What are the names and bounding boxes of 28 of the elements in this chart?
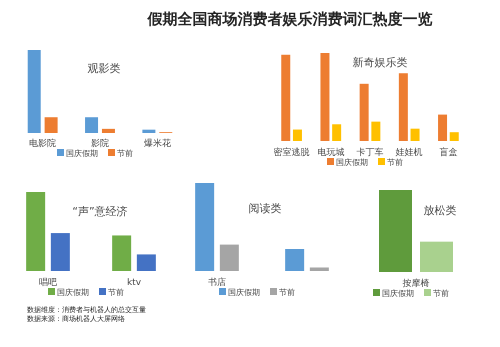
text: 放松类: [424, 204, 456, 217]
text: 假期全国商场消费者娱乐消费词汇热度一览: [146, 10, 432, 28]
legend-label: 国庆假期: [382, 289, 414, 298]
x-tick-label: 电玩城: [317, 147, 344, 158]
text: “声”意经济: [72, 205, 128, 218]
text: 观影类: [88, 62, 120, 75]
x-tick-label: 书店: [208, 277, 226, 288]
chart-title: 新奇娱乐类: [352, 56, 408, 69]
x-tick-label: 唱吧: [39, 277, 57, 288]
x-tick-label: 按摩椅: [402, 278, 430, 289]
x-tick-label: 密室逃脱: [274, 147, 310, 158]
legend-label: 国庆假期: [336, 158, 368, 167]
x-tick-label: 影院: [91, 138, 109, 149]
legend-label: 节前: [279, 288, 295, 297]
text: 阅读类: [248, 202, 282, 215]
x-tick-label: 爆米花: [144, 138, 171, 149]
x-tick-label: 电影院: [29, 138, 56, 149]
legend-label: 国庆假期: [66, 149, 98, 158]
legend-label: 国庆假期: [57, 288, 89, 297]
x-tick-label: ktv: [126, 278, 142, 288]
x-tick-label: 娃娃机: [396, 147, 423, 158]
legend-label: 节前: [433, 289, 449, 298]
x-tick-label: 盲盒: [439, 147, 458, 158]
x-tick-label: 卡丁车: [356, 147, 384, 158]
legend-label: 节前: [387, 158, 403, 167]
legend-label: 节前: [117, 149, 133, 158]
legend-label: 节前: [108, 288, 124, 297]
legend-label: 国庆假期: [228, 288, 260, 297]
